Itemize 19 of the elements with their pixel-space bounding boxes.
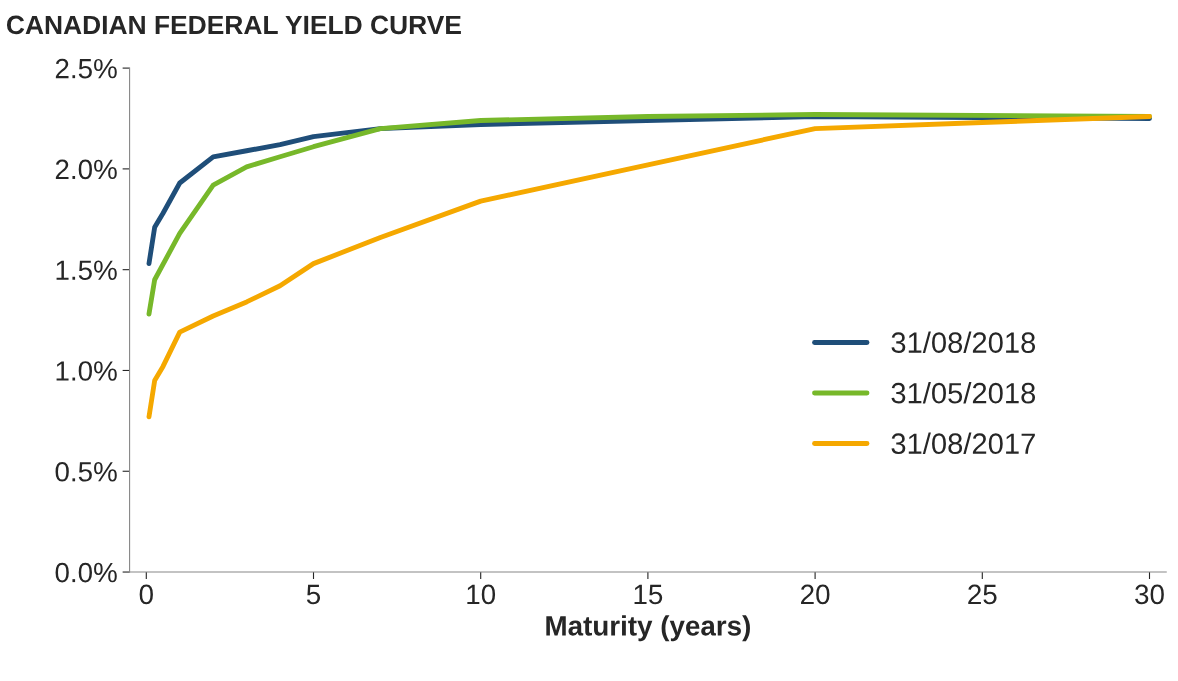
x-tick-label: 5	[306, 584, 321, 605]
y-tick-label: 0.5%	[55, 461, 117, 482]
x-tick-label: 0	[139, 584, 153, 605]
legend-label: 31/05/2018	[891, 382, 1036, 404]
legend-label: 31/08/2017	[891, 432, 1035, 455]
y-tick-label: 1.0%	[56, 361, 117, 381]
x-tick-label: 25	[968, 584, 997, 605]
x-tick-label: 20	[801, 584, 830, 605]
x-tick-label: 15	[634, 584, 663, 605]
y-tick-label: 0.0%	[55, 562, 117, 583]
y-tick-label: 1.5%	[56, 260, 117, 281]
x-tick-label: 10	[467, 584, 496, 605]
chart-title: CANADIAN FEDERAL YIELD CURVE	[6, 15, 461, 35]
y-tick-label: 2.5%	[55, 58, 117, 79]
legend-label: 31/08/2018	[891, 331, 1036, 353]
x-tick-label: 30	[1135, 584, 1164, 605]
x-axis-title: Maturity (years)	[546, 615, 750, 642]
line-series	[146, 114, 1152, 420]
y-tick-label: 2.0%	[55, 159, 117, 180]
